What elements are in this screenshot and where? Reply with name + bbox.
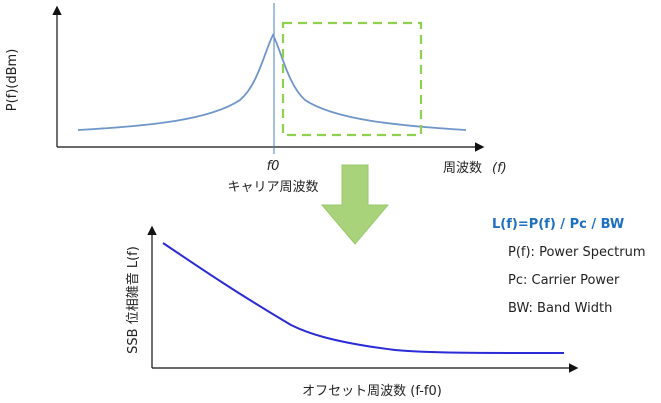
down-arrow-icon: [320, 164, 390, 245]
bottom-x-axis-label: オフセット周波数 (f-f0): [302, 384, 442, 399]
top-x-axis-variable: (f): [492, 161, 507, 176]
formula-line-carrier-power: Pc: Carrier Power: [508, 273, 620, 288]
power-spectrum-curve: [77, 33, 467, 131]
offset-region-dashed-box: [281, 21, 423, 137]
bottom-y-axis-label: SSB 位相雑音 L(f): [125, 246, 141, 354]
top-spectrum-chart: P(f)(dBm) f0 キャリア周波数 周波数 (f): [5, 3, 507, 195]
formula-title: L(f)=P(f) / Pc / BW: [492, 217, 624, 232]
top-y-axis-label: P(f)(dBm): [5, 49, 20, 112]
bottom-phase-noise-chart: SSB 位相雑音 L(f) オフセット周波数 (f-f0): [125, 225, 579, 399]
f0-label: f0: [267, 159, 280, 174]
phase-noise-curve: [162, 242, 565, 354]
formula-line-power-spectrum: P(f): Power Spectrum: [508, 245, 646, 260]
formula-line-band-width: BW: Band Width: [508, 301, 612, 316]
top-x-axis-label: 周波数: [443, 161, 482, 176]
carrier-frequency-label: キャリア周波数: [227, 180, 318, 195]
formula-legend: L(f)=P(f) / Pc / BW P(f): Power Spectrum…: [492, 217, 646, 316]
